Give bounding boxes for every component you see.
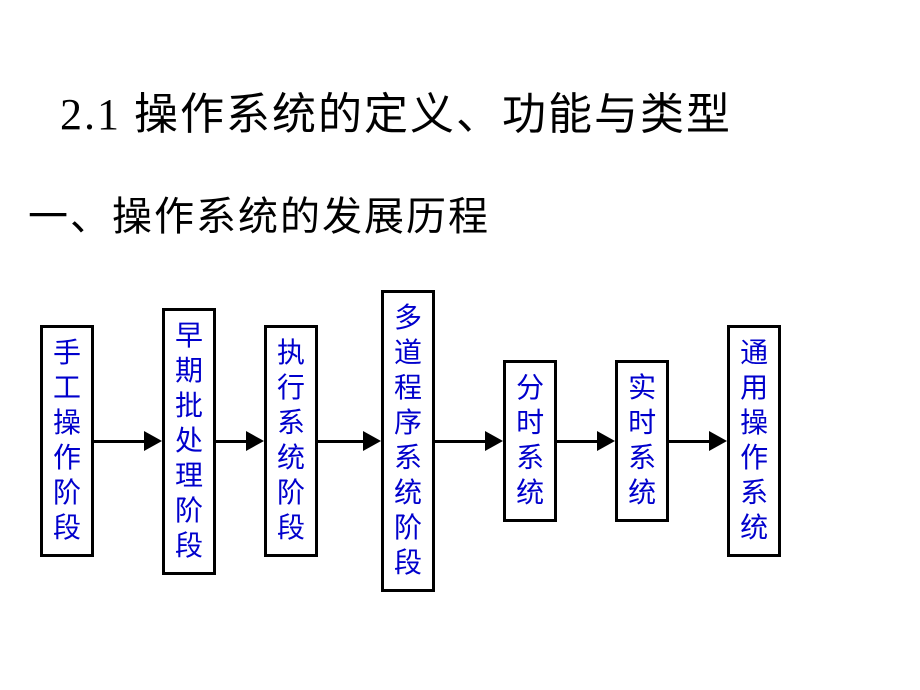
flow-node-n3: 执行系统阶段 (264, 325, 318, 557)
flow-node-n7: 通用操作系统 (727, 325, 781, 557)
arrow-n1-n2 (94, 431, 162, 451)
arrow-head-icon (485, 431, 503, 451)
arrow-head-icon (246, 431, 264, 451)
arrow-n4-n5 (435, 431, 503, 451)
flow-node-n2: 早期批处理阶段 (162, 308, 216, 575)
arrow-n2-n3 (216, 431, 264, 451)
section-title: 2.1 操作系统的定义、功能与类型 (60, 78, 732, 142)
arrow-head-icon (144, 431, 162, 451)
arrow-head-icon (709, 431, 727, 451)
flowchart-container: 手工操作阶段 早期批处理阶段执行系统阶段 多道程序系统阶段 分时系统 实时系统 通用操作系… (40, 290, 781, 592)
arrow-head-icon (363, 431, 381, 451)
flow-node-n1: 手工操作阶段 (40, 325, 94, 557)
arrow-n3-n4 (318, 431, 381, 451)
flow-node-n6: 实时系统 (615, 360, 669, 522)
arrow-head-icon (597, 431, 615, 451)
flow-node-n5: 分时系统 (503, 360, 557, 522)
flow-node-n4: 多道程序系统阶段 (381, 290, 435, 592)
arrow-n5-n6 (557, 431, 615, 451)
arrow-n6-n7 (669, 431, 727, 451)
section-subtitle: 一、操作系统的发展历程 (28, 184, 490, 242)
